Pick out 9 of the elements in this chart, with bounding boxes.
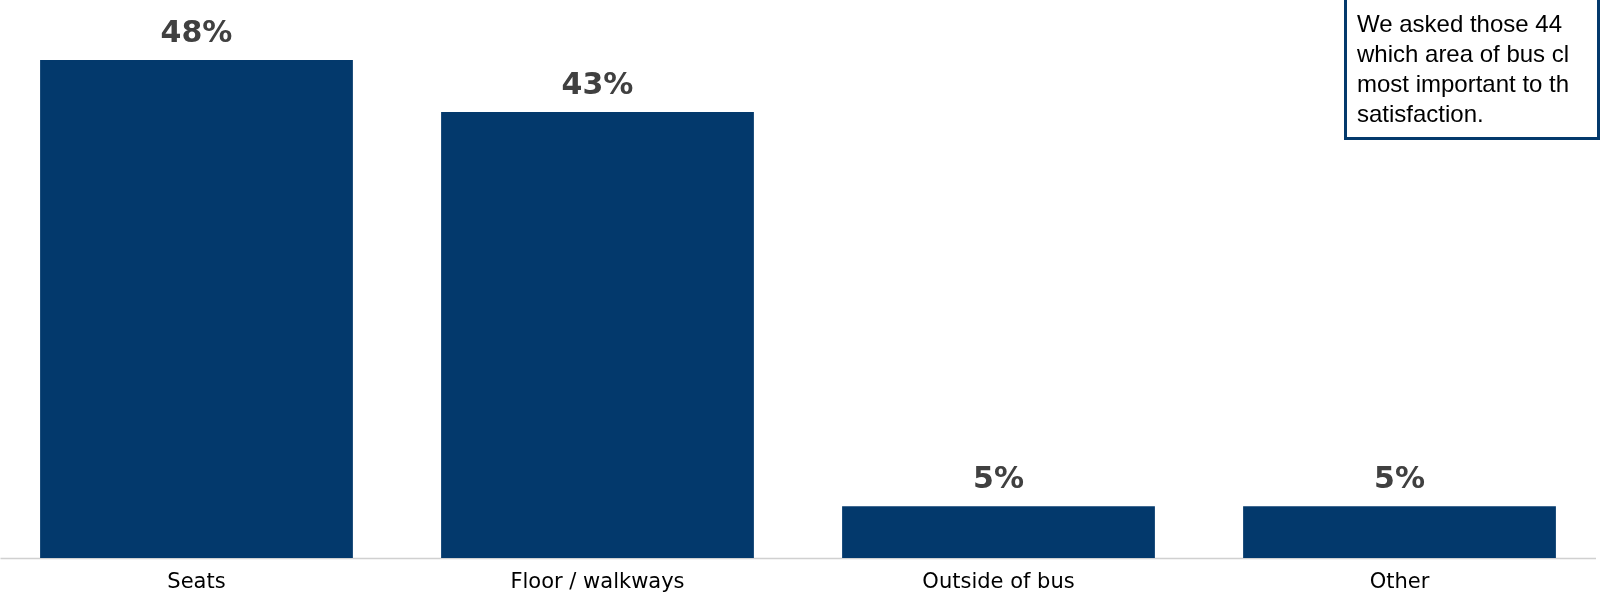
x-tick-label: Floor / walkways [510,568,685,593]
x-tick-label: Other [1369,568,1430,593]
x-tick-label: Seats [167,568,226,593]
data-label: 48% [160,14,233,49]
note-box: We asked those 44 which area of bus cl most important to th satisfaction. [1344,0,1600,140]
data-label: 5% [1374,460,1425,496]
x-tick-label: Outside of bus [922,568,1075,593]
data-label: 43% [561,65,634,101]
data-label: 5% [973,460,1024,496]
